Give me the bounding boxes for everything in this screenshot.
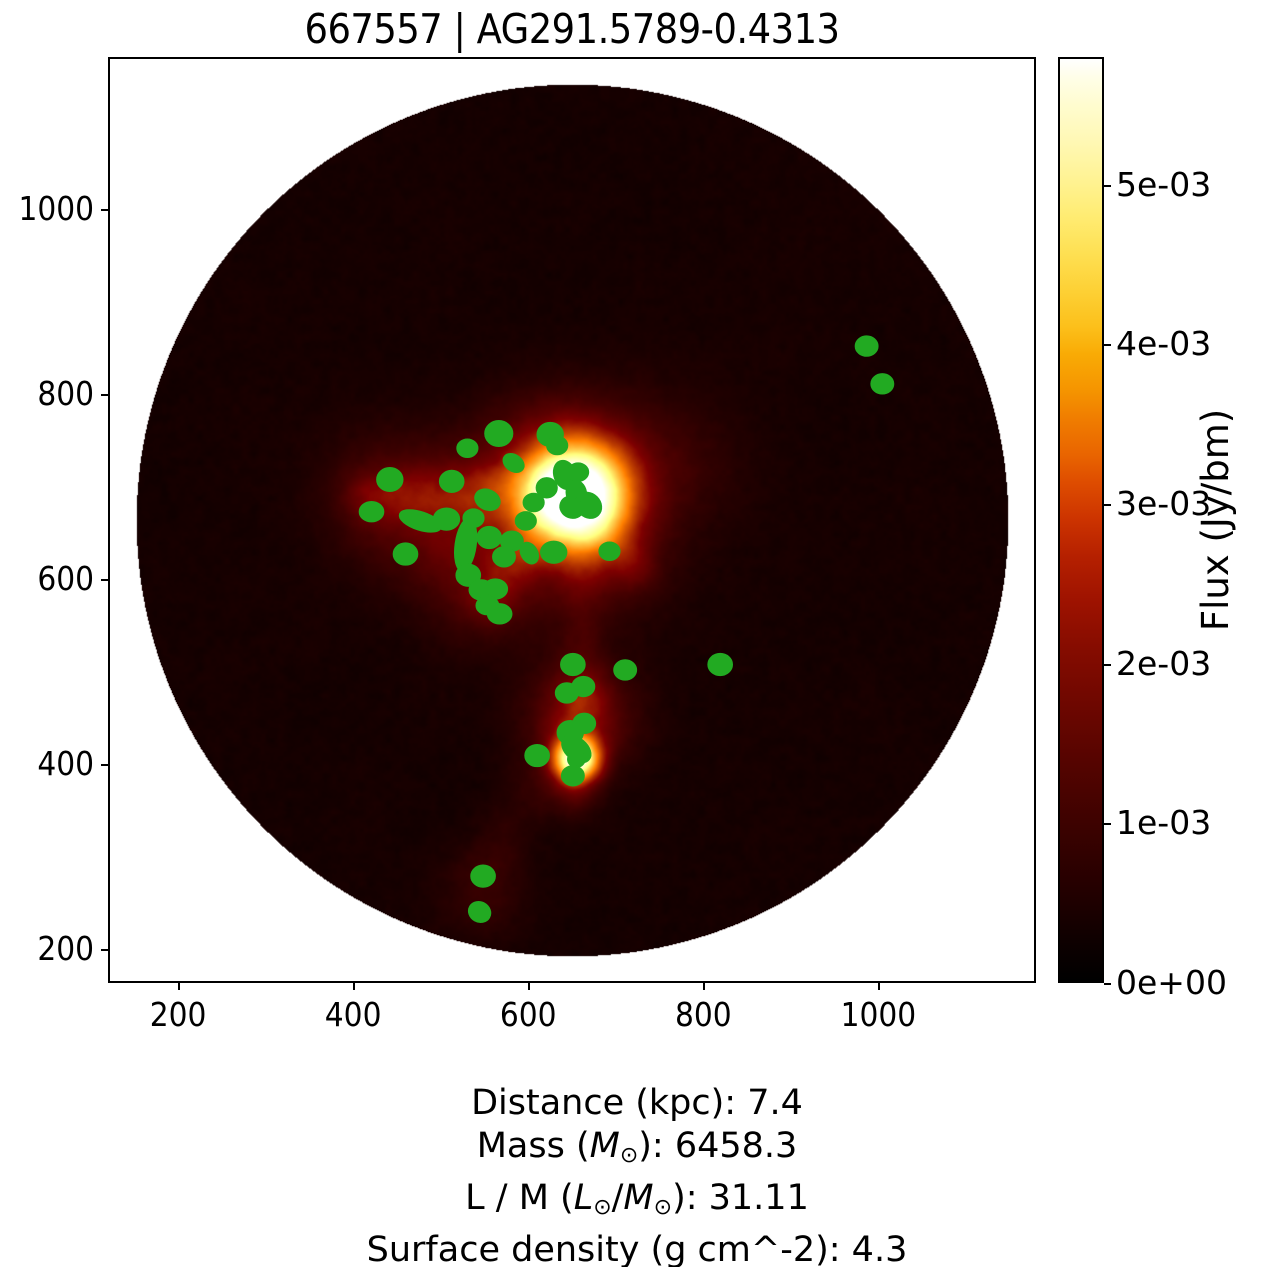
x-tick-label: 1000 (840, 995, 917, 1034)
core-ellipse (482, 578, 509, 600)
core-ellipse (470, 864, 496, 888)
colorbar[interactable] (1058, 57, 1104, 983)
core-ellipse (376, 466, 404, 493)
core-ellipse (539, 540, 568, 564)
colorbar-tick-label: 4e-03 (1116, 324, 1212, 364)
x-tick-label: 400 (324, 995, 382, 1034)
y-tick-mark (101, 394, 108, 397)
y-tick-label: 600 (37, 559, 94, 599)
core-ellipse (474, 488, 501, 512)
caption-block: Distance (kpc): 7.4 Mass (M⊙): 6458.3 L / … (0, 1082, 1274, 1267)
core-ellipse (567, 462, 590, 482)
core-ellipse (535, 477, 558, 499)
image-axes[interactable]: Ndet=49 (108, 57, 1036, 983)
core-ellipse (455, 563, 482, 587)
colorbar-tick-mark (1104, 184, 1111, 187)
core-ellipse (571, 675, 596, 698)
core-ellipse (358, 501, 385, 523)
y-tick-label: 400 (37, 743, 94, 783)
y-tick-mark (101, 948, 108, 951)
colorbar-tick-label: 3e-03 (1116, 484, 1212, 524)
core-ellipse (432, 507, 461, 531)
colorbar-tick-mark (1104, 823, 1111, 826)
colorbar-tick-label: 2e-03 (1116, 643, 1212, 683)
core-ellipse (392, 542, 419, 566)
core-ellipse (613, 659, 638, 681)
x-tick-mark (878, 983, 881, 990)
core-ellipse (567, 750, 586, 769)
flux-image (110, 59, 1034, 981)
core-ellipse (467, 900, 492, 924)
core-ellipse (456, 438, 479, 459)
core-ellipse (476, 525, 503, 550)
core-ellipse (519, 541, 540, 565)
x-tick-mark (703, 983, 706, 990)
y-tick-mark (101, 763, 108, 766)
y-tick-label: 200 (37, 928, 94, 968)
y-tick-mark (101, 579, 108, 582)
caption-line: Surface density (g cm^-2): 4.3 (366, 1229, 908, 1267)
colorbar-tick-mark (1104, 983, 1111, 985)
y-tick-label: 1000 (18, 189, 94, 229)
x-tick-label: 200 (149, 995, 207, 1034)
x-tick-mark (178, 983, 181, 990)
y-tick-label: 800 (37, 374, 94, 414)
core-ellipse (438, 469, 465, 493)
ndet-label: Ndet=49 (130, 79, 279, 118)
core-ellipse (484, 420, 514, 447)
caption-line: Mass (M⊙): 6458.3 (476, 1126, 798, 1168)
x-tick-label: 800 (674, 995, 732, 1034)
colorbar-tick-label: 1e-03 (1116, 803, 1212, 843)
colorbar-tick-mark (1104, 344, 1111, 347)
core-ellipse (514, 511, 537, 531)
y-tick-mark (101, 209, 108, 212)
caption-line: L / M (L⊙/M⊙): 31.11 (465, 1177, 809, 1220)
core-ellipse (522, 492, 545, 513)
x-tick-mark (528, 983, 531, 990)
colorbar-tick-label: 5e-03 (1116, 164, 1212, 204)
colorbar-tick-mark (1104, 663, 1111, 666)
colorbar-tick-label: 0e+00 (1116, 963, 1227, 1002)
page-title: 667557 | AG291.5789-0.4313 (304, 5, 840, 53)
core-ellipse (870, 373, 895, 395)
core-ellipse (854, 335, 879, 357)
x-tick-label: 600 (499, 995, 557, 1034)
core-ellipse (502, 452, 525, 473)
core-ellipse (560, 652, 586, 677)
core-ellipse-overlay (358, 335, 895, 924)
core-ellipse (560, 498, 584, 518)
core-ellipse (598, 541, 621, 562)
colorbar-tick-mark (1104, 504, 1111, 507)
core-ellipse (560, 765, 585, 787)
caption-line: Distance (kpc): 7.4 (471, 1083, 803, 1123)
core-ellipse (546, 435, 569, 456)
core-ellipse (524, 743, 550, 768)
x-tick-mark (353, 983, 356, 990)
core-ellipse (475, 595, 500, 616)
core-ellipse (707, 652, 734, 677)
core-ellipse (492, 546, 516, 568)
